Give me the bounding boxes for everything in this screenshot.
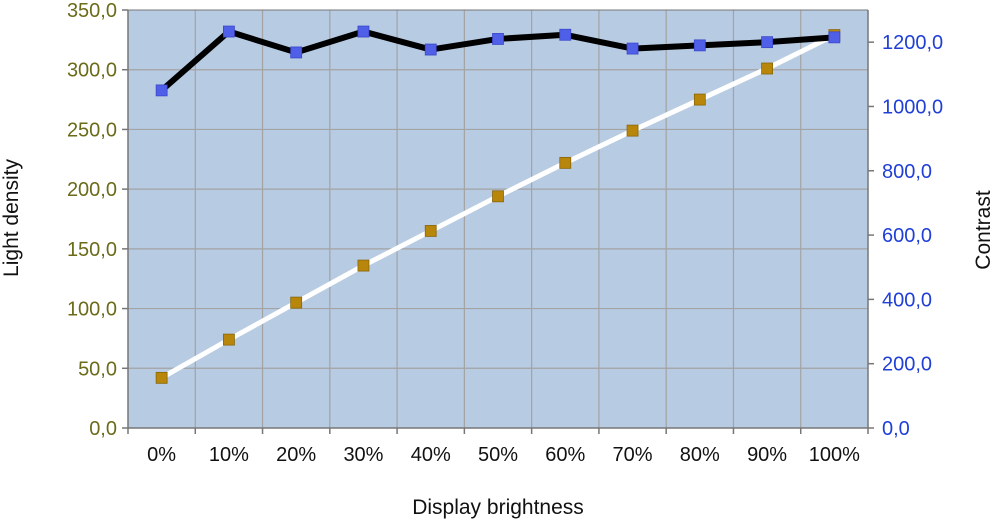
contrast-point xyxy=(626,42,639,55)
contrast-point xyxy=(155,84,168,97)
contrast-point xyxy=(492,33,504,45)
light-density-point xyxy=(357,259,370,272)
y2-tick-label: 200,0 xyxy=(882,354,932,376)
y-tick-label: 300,0 xyxy=(67,60,117,82)
y2-tick-label: 0,0 xyxy=(882,418,910,440)
light-density-point xyxy=(424,225,437,237)
contrast-point xyxy=(357,25,370,38)
y-axis-title: Light density xyxy=(0,159,23,277)
y2-tick-label: 400,0 xyxy=(882,289,932,311)
light-density-point xyxy=(290,296,303,309)
x-tick-label: 70% xyxy=(613,444,653,466)
light-density-point xyxy=(492,190,504,203)
x-tick-label: 90% xyxy=(747,444,787,466)
x-tick-label: 20% xyxy=(276,444,316,466)
contrast-point xyxy=(424,43,437,56)
y2-tick-label: 1000,0 xyxy=(882,96,943,118)
contrast-point xyxy=(761,36,773,49)
y-tick-label: 50,0 xyxy=(78,358,117,380)
x-axis-title: Display brightness xyxy=(412,496,584,519)
light-density-point xyxy=(223,333,235,346)
x-tick-label: 10% xyxy=(209,444,249,466)
y-tick-label: 200,0 xyxy=(67,179,117,201)
x-tick-label: 0% xyxy=(147,444,176,466)
x-tick-label: 100% xyxy=(809,444,860,466)
y-tick-label: 250,0 xyxy=(67,119,117,141)
axes xyxy=(122,9,874,434)
grid-lines xyxy=(128,10,868,428)
y-tick-label: 350,0 xyxy=(67,0,117,22)
light-density-point xyxy=(761,62,773,75)
light-density-point xyxy=(693,93,706,106)
contrast-point xyxy=(559,28,572,41)
contrast-point xyxy=(290,46,303,59)
light-density-point xyxy=(559,156,572,169)
y-tick-label: 100,0 xyxy=(67,299,117,321)
contrast-point xyxy=(693,39,706,52)
x-tick-label: 50% xyxy=(478,444,518,466)
y-tick-label: 150,0 xyxy=(67,239,117,261)
contrast-point xyxy=(828,31,841,44)
y-tick-label: 0,0 xyxy=(89,418,117,440)
x-tick-label: 30% xyxy=(343,444,383,466)
y2-tick-label: 800,0 xyxy=(882,161,932,183)
y2-tick-label: 1200,0 xyxy=(882,32,943,54)
x-tick-label: 80% xyxy=(680,444,720,466)
y2-tick-label: 600,0 xyxy=(882,225,932,247)
light-density-point xyxy=(155,371,168,384)
series-layer xyxy=(155,25,841,384)
light-density-point xyxy=(626,124,639,137)
contrast-point xyxy=(223,25,235,38)
x-tick-label: 40% xyxy=(411,444,451,466)
x-tick-label: 60% xyxy=(545,444,585,466)
y2-axis-title: Contrast xyxy=(972,190,995,270)
tick-labels: 0,0 50,0 100,0 150,0 200,0 250,0 300,0 350,0 0,0… xyxy=(67,0,943,466)
